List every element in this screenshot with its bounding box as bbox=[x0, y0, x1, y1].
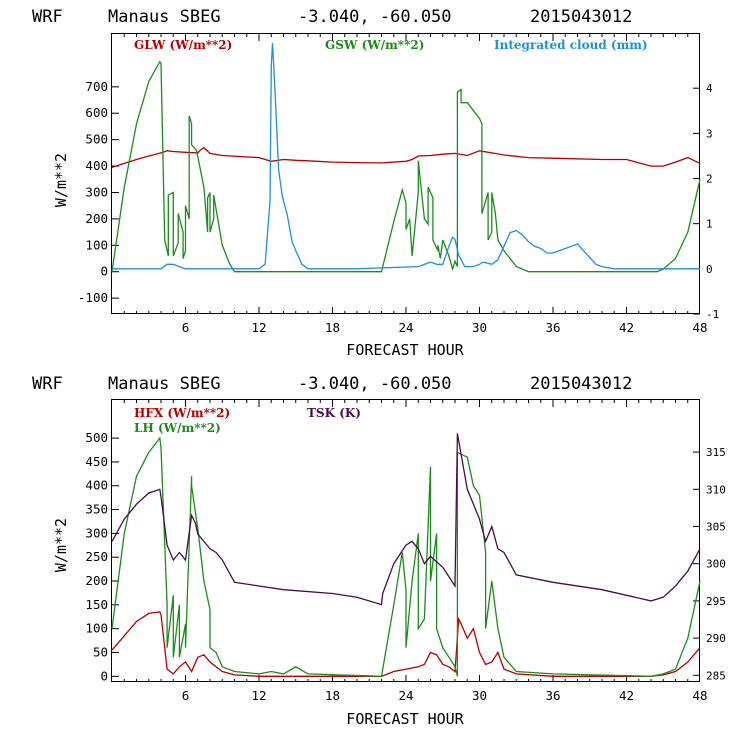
panel2-xtick-label: 12 bbox=[251, 688, 266, 703]
panel1-ytick-label: 100 bbox=[85, 237, 108, 252]
panel1-series bbox=[111, 42, 701, 273]
panel2-ytick-label: 250 bbox=[85, 549, 108, 564]
panel2-ylabel: W/m**2 bbox=[52, 518, 70, 572]
panel1-xtick-label: 6 bbox=[182, 320, 190, 335]
panel1-ytick-label: 600 bbox=[85, 105, 108, 120]
panel1-ytick-label: -100 bbox=[78, 290, 108, 305]
panel2-ytick-label: 500 bbox=[85, 430, 108, 445]
panel1-y2tick-label: 1 bbox=[706, 218, 713, 231]
panel2-xtick-label: 48 bbox=[692, 688, 707, 703]
legend-gsw: GSW (W/m**2) bbox=[325, 38, 424, 52]
panel2-ytick-label: 350 bbox=[85, 502, 108, 517]
panel2-ytick-label: 200 bbox=[85, 573, 108, 588]
panel1-xtick-label: 24 bbox=[398, 320, 413, 335]
panel1-ytick-label: 200 bbox=[85, 211, 108, 226]
panel1-ytick-label: 700 bbox=[85, 79, 108, 94]
panel2-y2tick-label: 300 bbox=[706, 558, 726, 571]
panel2-series-hfx bbox=[111, 611, 701, 677]
panel2-axes: 6 12 18 24 30 36 42 48 0 50 100 150 200 250 300 350 400 4… bbox=[85, 400, 726, 703]
panel1-series-glw bbox=[111, 146, 701, 169]
panel1-ytick-label: 300 bbox=[85, 184, 108, 199]
panel2-ytick-label: 100 bbox=[85, 621, 108, 636]
panel1-header: WRF Manaus SBEG -3.040, -60.050 20150430… bbox=[32, 7, 632, 27]
panel1-axes: 6 12 18 24 30 36 42 48-100010020030040050060070… bbox=[78, 34, 719, 335]
panel1-date: 2015043012 bbox=[530, 7, 632, 27]
panel1-series-integrated bbox=[112, 42, 700, 270]
panel1-y2tick-label: 4 bbox=[706, 82, 713, 95]
panel2-coords: -3.040, -60.050 bbox=[298, 374, 452, 394]
panel1-xtick-label: 30 bbox=[472, 320, 487, 335]
panel2-ytick-label: 300 bbox=[85, 525, 108, 540]
panel1-xtick-label: 12 bbox=[251, 320, 266, 335]
legend-hfx: HFX (W/m**2) bbox=[134, 406, 230, 420]
panel2-series-tsk bbox=[111, 433, 701, 606]
panel2-ytick-label: 0 bbox=[100, 668, 108, 683]
panel2-xtick-label: 6 bbox=[182, 688, 190, 703]
legend-integrated-cloud: Integrated cloud (mm) bbox=[494, 38, 648, 52]
panel1-y2tick-label: 0 bbox=[706, 263, 713, 276]
panel2-y2tick-label: 315 bbox=[706, 446, 726, 459]
panel2-xtick-label: 18 bbox=[325, 688, 340, 703]
panel2-y2tick-label: 305 bbox=[706, 520, 726, 533]
panel2-y2tick-label: 285 bbox=[706, 669, 726, 682]
panel1-y2tick-label: -1 bbox=[706, 308, 719, 321]
panel1-ytick-label: 0 bbox=[100, 264, 108, 279]
legend-lh: LH (W/m**2) bbox=[134, 421, 221, 435]
panel2-y2tick-label: 295 bbox=[706, 595, 726, 608]
panel1-xlabel: FORECAST HOUR bbox=[346, 341, 464, 359]
panel2-header: WRF Manaus SBEG -3.040, -60.050 20150430… bbox=[32, 374, 632, 394]
panel1-xtick-label: 36 bbox=[545, 320, 560, 335]
panel1-y2tick-label: 3 bbox=[706, 127, 713, 140]
panel2-model: WRF bbox=[32, 374, 63, 394]
panel2-y2tick-label: 290 bbox=[706, 632, 726, 645]
panel1-xtick-label: 18 bbox=[325, 320, 340, 335]
panel2-xtick-label: 24 bbox=[398, 688, 413, 703]
panel2-station: Manaus SBEG bbox=[108, 374, 221, 394]
legend-tsk: TSK (K) bbox=[307, 406, 361, 420]
legend-glw: GLW (W/m**2) bbox=[134, 38, 232, 52]
panel1-legend: GLW (W/m**2) GSW (W/m**2) Integrated clo… bbox=[134, 38, 648, 52]
panel2-ytick-label: 450 bbox=[85, 454, 108, 469]
panel2-ytick-label: 400 bbox=[85, 478, 108, 493]
panel2-series-lh bbox=[111, 436, 701, 677]
panel2-xtick-label: 42 bbox=[619, 688, 634, 703]
panel2-ytick-label: 50 bbox=[93, 644, 108, 659]
panel1-model: WRF bbox=[32, 7, 63, 27]
panel2-date: 2015043012 bbox=[530, 374, 632, 394]
panel1-station: Manaus SBEG bbox=[108, 7, 221, 27]
panel1-xtick-label: 48 bbox=[692, 320, 707, 335]
panel1-xtick-label: 42 bbox=[619, 320, 634, 335]
panel1-ylabel: W/m**2 bbox=[52, 153, 70, 207]
panel2-y2tick-label: 310 bbox=[706, 483, 726, 496]
panel1-coords: -3.040, -60.050 bbox=[298, 7, 452, 27]
panel1-ytick-label: 500 bbox=[85, 132, 108, 147]
panel2-xtick-label: 36 bbox=[545, 688, 560, 703]
panel1-ytick-label: 400 bbox=[85, 158, 108, 173]
panel2-xlabel: FORECAST HOUR bbox=[346, 710, 464, 728]
panel2-ytick-label: 150 bbox=[85, 597, 108, 612]
panel2-series bbox=[111, 433, 701, 677]
panel2-legend: HFX (W/m**2) LH (W/m**2) TSK (K) bbox=[134, 406, 361, 435]
panel1-series-gsw bbox=[111, 60, 701, 273]
panel2-xtick-label: 30 bbox=[472, 688, 487, 703]
panel1-y2tick-label: 2 bbox=[706, 173, 713, 186]
